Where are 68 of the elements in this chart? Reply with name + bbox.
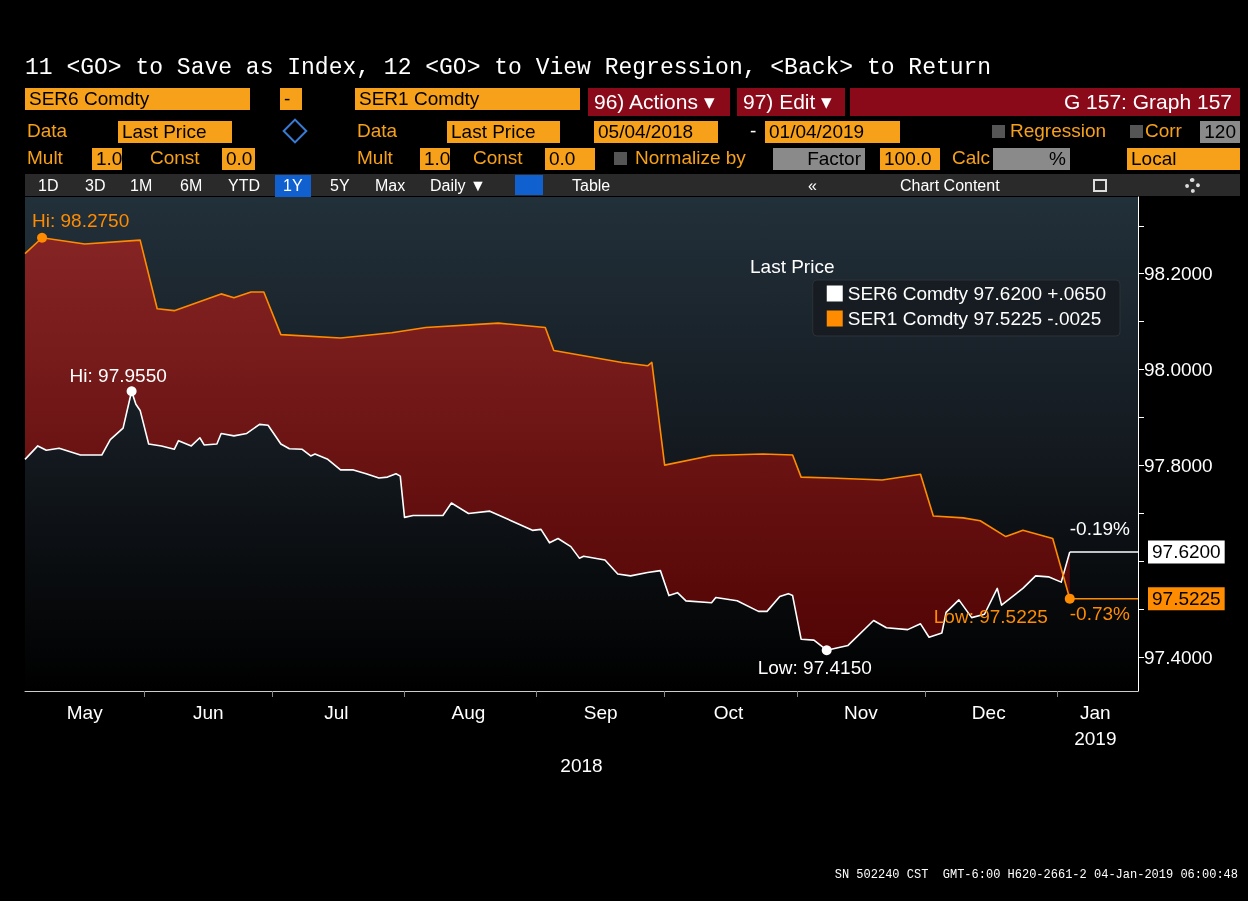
text: - bbox=[750, 120, 757, 142]
text: Last Price bbox=[118, 121, 232, 143]
x-tick-label: Sep bbox=[583, 701, 618, 723]
text: Table bbox=[572, 176, 611, 196]
x-tick-label: Jun bbox=[193, 701, 224, 723]
x-tick-label: Jan 2019 bbox=[1074, 701, 1117, 749]
text: 3D bbox=[85, 176, 106, 196]
y-tick-label: 98.0000 bbox=[1144, 359, 1213, 381]
text: Calc bbox=[952, 147, 991, 169]
text: Data bbox=[27, 120, 68, 142]
y-tick-label: 97.4000 bbox=[1144, 646, 1213, 668]
text: 01/04/2019 bbox=[765, 121, 900, 143]
text: 1M bbox=[130, 176, 153, 196]
x-axis-title: 2018 bbox=[560, 754, 603, 776]
legend-label: SER1 Comdty 97.5225 -.0025 bbox=[847, 308, 1102, 329]
text: 120 bbox=[1200, 121, 1240, 143]
text: Data bbox=[357, 120, 398, 142]
text: Factor bbox=[773, 148, 865, 170]
text: YTD bbox=[228, 176, 260, 196]
text: Normalize by bbox=[635, 147, 746, 169]
text: 0.0 bbox=[222, 148, 255, 170]
text: 6M bbox=[180, 176, 203, 196]
x-tick-label: Jul bbox=[324, 701, 349, 723]
text: 5Y bbox=[330, 176, 350, 196]
text: 1D bbox=[38, 176, 59, 196]
text: 1.0 bbox=[92, 148, 123, 170]
text: Regression bbox=[1010, 120, 1107, 142]
legend-title: Last Price bbox=[750, 256, 835, 277]
text: Chart Content bbox=[900, 176, 1000, 196]
annotation: Hi: 98.2750 bbox=[32, 209, 130, 231]
x-tick-label: May bbox=[66, 701, 104, 723]
annotation: 97.5225 bbox=[1152, 588, 1221, 610]
chart-subtitle: G 157: Graph 157 bbox=[1063, 89, 1232, 115]
annotation: 97.6200 bbox=[1152, 541, 1221, 563]
text: « bbox=[808, 176, 817, 196]
text: 05/04/2018 bbox=[594, 121, 718, 143]
annotation: Hi: 97.9550 bbox=[69, 365, 167, 387]
text: Mult bbox=[27, 147, 63, 169]
text: 100.0 bbox=[880, 148, 940, 170]
text: SER6 Comdty bbox=[25, 88, 250, 110]
text: - bbox=[280, 88, 302, 110]
text: Mult bbox=[357, 147, 393, 169]
legend-label: SER6 Comdty 97.6200 +.0650 bbox=[847, 283, 1107, 304]
x-tick-label: Oct bbox=[713, 701, 745, 723]
text: 0.0 bbox=[545, 148, 595, 170]
text: 97) Edit ▾ bbox=[737, 88, 845, 116]
text: Const bbox=[473, 147, 523, 169]
text: SN 502240 CST GMT-6:00 H620-2661-2 04-Jan-2019 06:00:48 bbox=[834, 868, 1238, 882]
annotation: -0.73% bbox=[1069, 602, 1131, 624]
x-tick-label: Nov bbox=[843, 701, 879, 723]
text: Daily ▼ bbox=[430, 176, 486, 196]
text: Local bbox=[1127, 148, 1240, 170]
text: % bbox=[993, 148, 1070, 170]
y-tick-label: 97.8000 bbox=[1144, 455, 1213, 477]
text: Max bbox=[375, 176, 406, 196]
text: Const bbox=[150, 147, 200, 169]
text: Last Price bbox=[447, 121, 560, 143]
chart-title: 11 <GO> to Save as Index, 12 <GO> to View Regression, <Back> to Return bbox=[25, 55, 992, 81]
y-tick-label: 98.2000 bbox=[1144, 263, 1213, 285]
text: Corr bbox=[1145, 120, 1182, 142]
x-tick-label: Dec bbox=[971, 701, 1006, 723]
text: 1Y bbox=[275, 175, 311, 197]
text: 96) Actions ▾ bbox=[588, 88, 730, 116]
annotation: Low: 97.4150 bbox=[757, 657, 872, 679]
x-tick-label: Aug bbox=[451, 701, 486, 723]
annotation: -0.19% bbox=[1069, 517, 1131, 539]
text: SER1 Comdty bbox=[355, 88, 580, 110]
text: 1.0 bbox=[420, 148, 451, 170]
